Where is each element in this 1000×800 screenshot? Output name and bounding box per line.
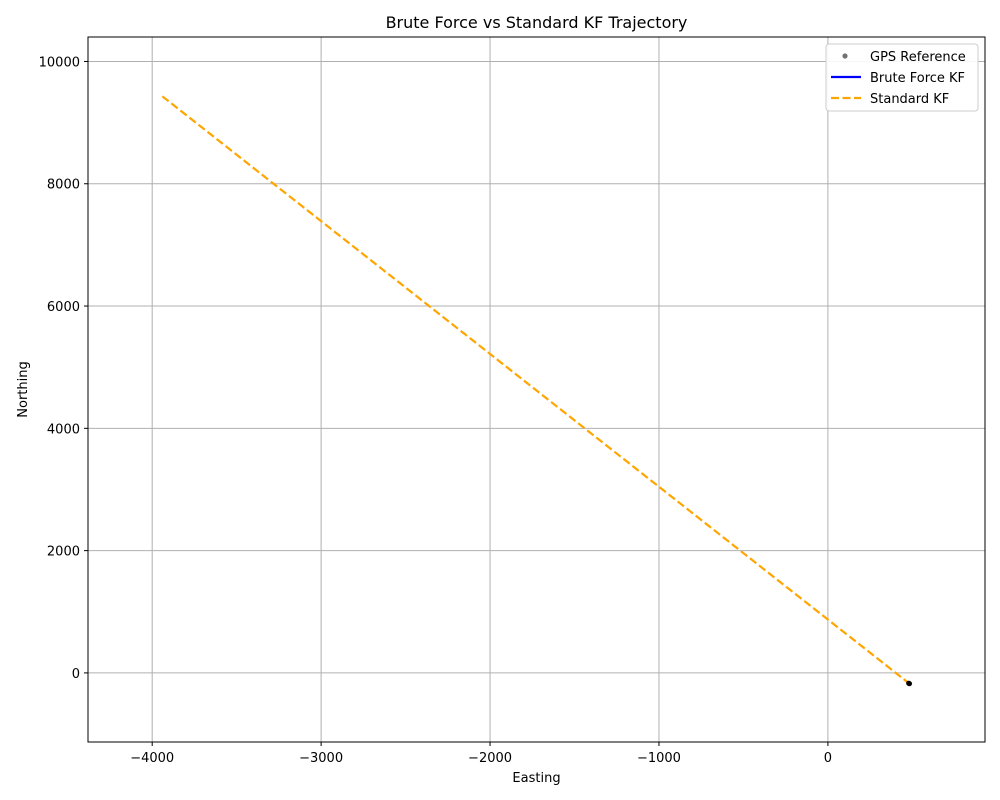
y-tick-label: 2000 xyxy=(47,545,80,560)
x-tick-label: −4000 xyxy=(130,751,174,766)
grid xyxy=(88,37,985,742)
x-tick-label: −2000 xyxy=(468,751,512,766)
legend-label-gps-reference: GPS Reference xyxy=(870,50,966,65)
x-tick-label: −1000 xyxy=(637,751,681,766)
x-tick-label: −3000 xyxy=(299,751,343,766)
legend-label-standard-kf: Standard KF xyxy=(870,92,949,107)
chart-title: Brute Force vs Standard KF Trajectory xyxy=(386,13,688,32)
x-axis-label: Easting xyxy=(512,771,560,786)
y-axis-label: Northing xyxy=(16,361,31,417)
x-tick-label: 0 xyxy=(824,751,832,766)
y-tick-label: 0 xyxy=(72,667,80,682)
plot-frame xyxy=(87,36,986,743)
gps-reference-point xyxy=(906,681,913,687)
standard-kf-line xyxy=(161,95,910,685)
series-layer xyxy=(161,95,913,687)
legend-marker-gps-reference xyxy=(842,53,848,59)
ticks: −4000 −3000 −2000 −1000 0 0 2000 4000 6000 8000 10… xyxy=(39,55,832,766)
legend-label-brute-force-kf: Brute Force KF xyxy=(870,71,965,86)
y-tick-label: 8000 xyxy=(47,178,80,193)
y-tick-label: 6000 xyxy=(47,300,80,315)
legend-box xyxy=(825,43,979,112)
y-tick-label: 4000 xyxy=(47,422,80,437)
y-tick-label: 10000 xyxy=(39,55,80,70)
legend: GPS Reference Brute Force KF Standard KF xyxy=(825,43,979,112)
